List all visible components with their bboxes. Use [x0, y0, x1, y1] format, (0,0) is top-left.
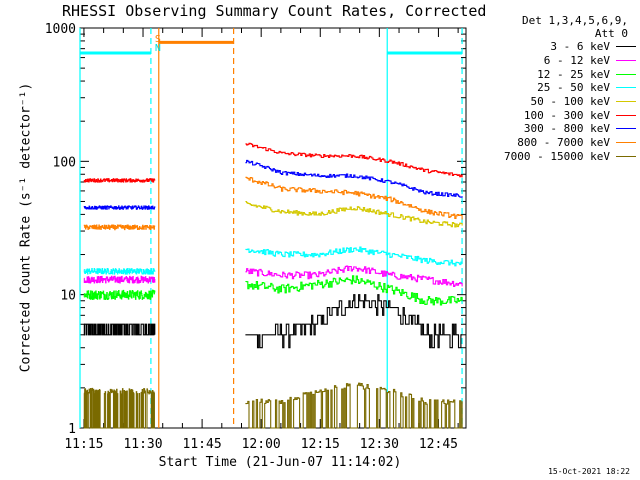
chart-title: RHESSI Observing Summary Count Rates, Co…	[62, 2, 487, 20]
flag-label: N	[155, 43, 161, 54]
series-line-100-300-kev	[83, 178, 156, 183]
series-line-7000-15000-kev	[83, 387, 155, 429]
attenuator-state: Att 0	[594, 27, 628, 40]
x-tick-label: 12:00	[242, 437, 281, 452]
detector-list: Det 1,3,4,5,6,9,	[522, 14, 628, 27]
legend-label: 300 - 800 keV	[523, 122, 610, 136]
series-line-6-12-kev	[245, 265, 463, 287]
legend-entry: 12 - 25 keV	[488, 67, 636, 81]
legend-entry: 7000 - 15000 keV	[488, 150, 636, 164]
legend-label: 800 - 7000 keV	[517, 136, 610, 150]
legend-swatch	[616, 101, 636, 103]
series-line-7000-15000-kev	[245, 382, 463, 429]
generation-timestamp: 15-Oct-2021 18:22	[548, 467, 630, 476]
legend-swatch	[616, 46, 636, 48]
chart-legend: 3 - 6 keV 6 - 12 keV 12 - 25 keV 25 - 50 ke…	[488, 40, 636, 163]
legend-label: 100 - 300 keV	[523, 108, 610, 122]
legend-swatch	[616, 60, 636, 62]
series-line-50-100-kev	[245, 201, 463, 228]
legend-swatch	[616, 142, 636, 144]
legend-entry: 800 - 7000 keV	[488, 136, 636, 150]
legend-swatch	[616, 114, 636, 116]
series-line-12-25-kev	[245, 275, 463, 306]
legend-label: 50 - 100 keV	[530, 95, 610, 109]
legend-label: 3 - 6 keV	[550, 40, 610, 54]
x-tick-label: 11:30	[123, 437, 162, 452]
legend-swatch	[616, 87, 636, 89]
series-line-800-7000-kev	[245, 176, 463, 220]
y-tick-label: 100	[53, 155, 76, 170]
y-tick-label: 1	[68, 422, 76, 437]
legend-label: 25 - 50 keV	[537, 81, 610, 95]
legend-entry: 25 - 50 keV	[488, 81, 636, 95]
series-line-25-50-kev	[83, 267, 156, 275]
series-line-25-50-kev	[245, 246, 463, 267]
x-tick-label: 11:15	[64, 437, 103, 452]
legend-entry: 100 - 300 keV	[488, 108, 636, 122]
x-axis-label: Start Time (21-Jun-07 11:14:02)	[158, 455, 402, 470]
legend-entry: 6 - 12 keV	[488, 54, 636, 68]
series-line-12-25-kev	[83, 289, 156, 301]
legend-entry: 50 - 100 keV	[488, 95, 636, 109]
series-line-300-800-kev	[245, 159, 463, 198]
legend-entry: 300 - 800 keV	[488, 122, 636, 136]
legend-entry: 3 - 6 keV	[488, 40, 636, 54]
y-tick-label: 1000	[45, 22, 76, 37]
legend-label: 7000 - 15000 keV	[504, 149, 610, 163]
y-tick-label: 10	[60, 289, 76, 304]
legend-label: 6 - 12 keV	[543, 54, 610, 68]
series-line-300-800-kev	[83, 205, 156, 210]
flag-label: S	[155, 34, 161, 45]
series-line-100-300-kev	[245, 142, 463, 178]
legend-swatch	[616, 155, 636, 157]
series-line-3-6-kev	[83, 323, 156, 336]
series-line-3-6-kev	[245, 294, 463, 349]
detector-info: Det 1,3,4,5,6,9, Att 0	[522, 14, 628, 40]
x-tick-label: 12:45	[419, 437, 458, 452]
legend-label: 12 - 25 keV	[537, 67, 610, 81]
legend-swatch	[616, 73, 636, 75]
series-line-6-12-kev	[83, 275, 156, 284]
x-tick-label: 12:15	[301, 437, 340, 452]
x-tick-label: 12:30	[360, 437, 399, 452]
legend-swatch	[616, 128, 636, 130]
x-tick-label: 11:45	[183, 437, 222, 452]
series-line-800-7000-kev	[83, 224, 156, 231]
